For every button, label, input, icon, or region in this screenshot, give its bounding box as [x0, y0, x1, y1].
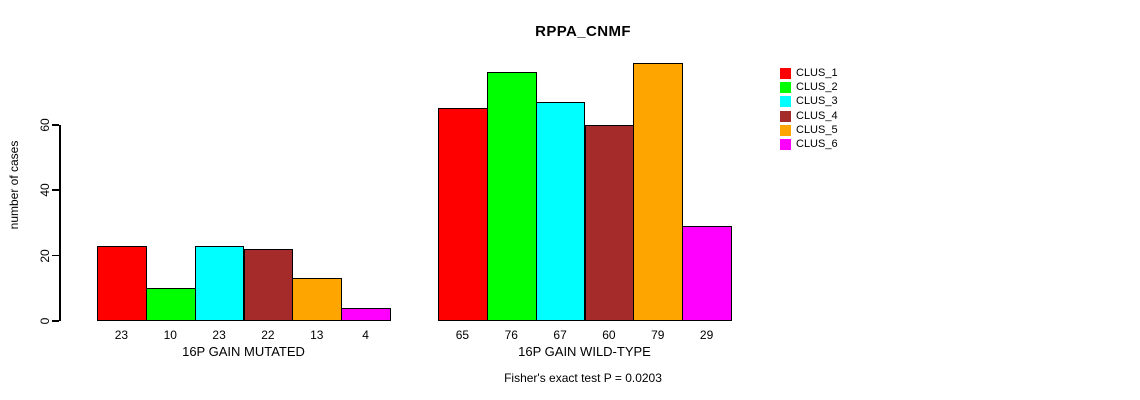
bar-value-label: 13: [310, 328, 324, 342]
fisher-test-annotation: Fisher's exact test P = 0.0203: [504, 371, 662, 385]
legend: CLUS_1 CLUS_2 CLUS_3 CLUS_4 CLUS_5 CLUS_6: [780, 66, 838, 152]
legend-label: CLUS_2: [796, 80, 838, 93]
bar-value-label: 67: [553, 328, 567, 342]
y-axis-line: [59, 124, 61, 321]
y-axis-tick-label: 60: [38, 118, 52, 132]
bar-clus_1-group2: [438, 108, 488, 321]
bar-value-label: 79: [651, 328, 665, 342]
legend-swatch: [780, 81, 791, 93]
legend-label: CLUS_5: [796, 123, 838, 136]
legend-swatch: [780, 139, 791, 151]
chart-title: RPPA_CNMF: [535, 23, 631, 40]
legend-label: CLUS_3: [796, 95, 838, 108]
legend-label: CLUS_1: [796, 66, 838, 79]
bar-clus_3-group1: [194, 245, 245, 321]
bar-value-label: 60: [602, 328, 616, 342]
bar-clus_3-group2: [535, 101, 586, 321]
y-axis-tick: [52, 124, 59, 126]
legend-swatch: [780, 67, 791, 79]
y-axis-tick: [52, 254, 59, 257]
bar-clus_5-group1: [292, 278, 343, 321]
bar-value-label: 65: [455, 328, 470, 342]
bar-clus_6-group1: [341, 307, 391, 321]
y-axis-tick-label: 0: [38, 317, 52, 325]
bar-clus_6-group2: [682, 226, 732, 321]
bar-value-label: 76: [504, 328, 518, 342]
bar-clus_4-group2: [584, 124, 635, 321]
bar-value-label: 22: [261, 328, 275, 342]
bar-clus_2-group1: [145, 288, 196, 321]
bar-value-label: 23: [114, 328, 129, 342]
legend-label: CLUS_6: [796, 138, 838, 151]
legend-swatch: [780, 110, 791, 122]
y-axis-tick: [52, 320, 59, 322]
legend-item: CLUS_5: [780, 123, 838, 137]
bar-clus_5-group2: [633, 62, 684, 321]
y-axis-tick: [52, 189, 59, 191]
legend-item: CLUS_3: [780, 95, 838, 109]
legend-item: CLUS_2: [780, 80, 838, 94]
bar-value-label: 10: [163, 328, 177, 342]
legend-swatch: [780, 124, 791, 136]
bar-value-label: 4: [362, 328, 369, 342]
bar-clus_1-group1: [97, 245, 147, 321]
bar-clus_4-group1: [243, 249, 294, 321]
bar-clus_2-group2: [486, 72, 537, 321]
category-label: 16P GAIN MUTATED: [182, 344, 305, 359]
y-axis-tick-label: 20: [38, 248, 52, 263]
legend-swatch: [780, 96, 791, 108]
y-axis-tick-label: 40: [38, 183, 52, 197]
bar-value-label: 29: [699, 328, 714, 342]
category-label: 16P GAIN WILD-TYPE: [518, 344, 651, 359]
legend-item: CLUS_6: [780, 137, 838, 151]
legend-item: CLUS_1: [780, 66, 838, 80]
legend-item: CLUS_4: [780, 109, 838, 123]
legend-label: CLUS_4: [796, 109, 838, 122]
bar-value-label: 23: [212, 328, 226, 342]
